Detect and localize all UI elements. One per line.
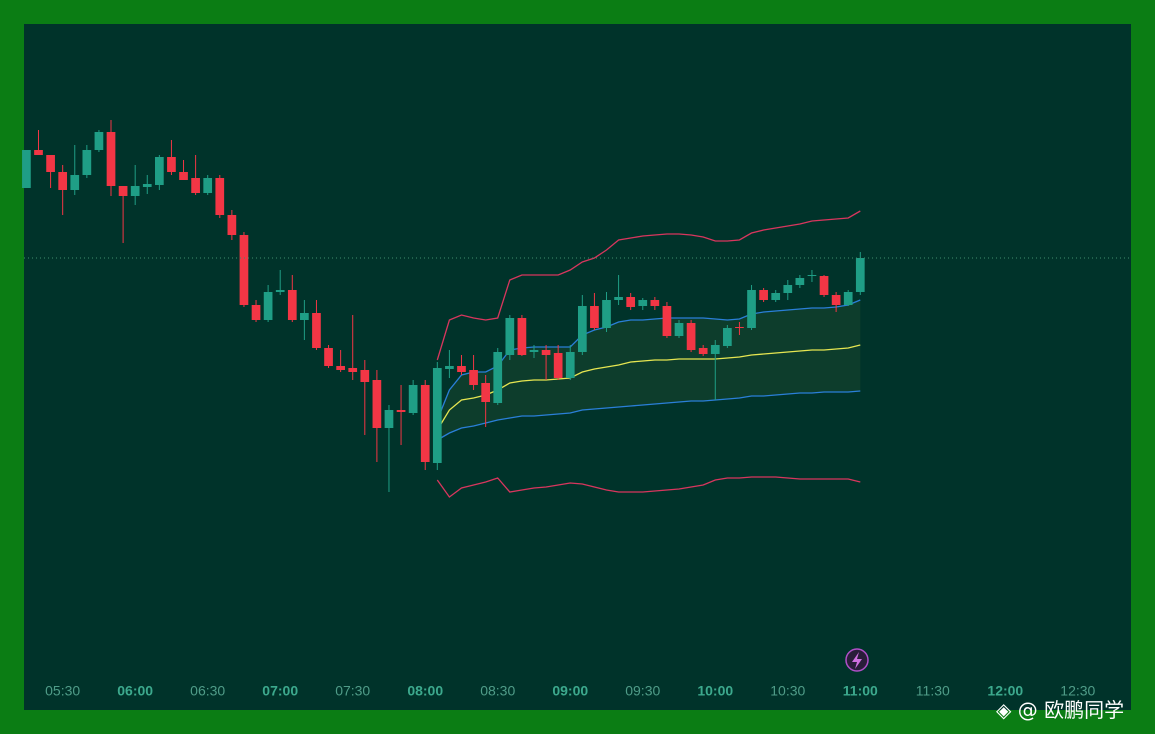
indicator-line [436,390,861,441]
indicator-line [436,210,861,361]
candle-body [614,297,623,300]
candle-body [384,410,394,428]
candle-body [481,383,491,402]
candle-body [324,348,333,366]
candle-body [843,292,853,305]
candle-body [263,292,273,320]
candle-body [698,348,708,354]
candle-body [553,353,563,378]
candle-body [106,132,116,186]
candle-body [831,295,841,305]
candle-body [408,385,418,413]
watermark-text: @ 欧鹏同学 [1017,698,1125,722]
candle-body [807,275,817,276]
candle-body [735,327,744,328]
x-tick-label: 12:00 [987,683,1023,699]
candle-body [300,313,309,320]
candle-body [662,306,672,336]
candle-body [626,297,636,307]
candle-body [287,290,297,320]
candle-body [650,300,660,306]
candle-body [312,313,321,348]
candle-body [747,290,756,328]
candle-body [336,366,345,370]
candle-body [227,215,237,235]
indicator-line [436,476,861,498]
candle-body [275,290,285,292]
candle-body [215,178,225,215]
candle-body [469,370,478,385]
candle-body [239,235,249,305]
x-tick-label: 06:30 [190,683,225,699]
candle-body [348,368,358,372]
candle-body [529,350,539,352]
candle-body [360,370,370,382]
candle-body [493,352,503,403]
x-tick-label: 10:00 [697,683,733,699]
candle-body [710,345,720,354]
candle-body [771,293,781,300]
alert-icon[interactable] [845,648,869,672]
x-tick-label: 09:00 [552,683,588,699]
candle-body [674,323,684,336]
candle-body [445,366,454,369]
x-tick-label: 07:00 [262,683,298,699]
candle-body [795,278,805,285]
candle-body [179,172,188,180]
x-tick-label: 05:30 [45,683,80,699]
candle-body [590,306,599,328]
candle-body [155,157,164,185]
x-tick-label: 09:30 [625,683,660,699]
candle-body [723,328,732,346]
alert-bolt[interactable] [852,652,862,669]
x-tick-label: 11:00 [843,683,878,699]
candle-body [118,186,128,196]
candle-body [602,300,611,328]
candle-body [70,175,80,190]
candle-body [505,318,515,355]
candle-body [58,172,68,190]
x-tick-label: 07:30 [335,683,370,699]
candle-body [372,380,382,428]
x-tick-label: 08:30 [480,683,515,699]
candle-body [638,300,648,306]
band-fill [437,300,861,440]
candle-body [541,350,551,355]
candle-body [82,150,92,175]
candle-body [457,366,466,372]
candle-body [34,150,43,155]
x-tick-label: 12:30 [1060,683,1095,699]
candle-body [130,186,140,196]
candle-body [167,157,176,172]
candle-body [46,155,55,172]
indicator-line [436,344,861,431]
x-tick-label: 08:00 [407,683,443,699]
candle-body [203,178,213,193]
candle-body [759,290,768,300]
candle-body [22,150,31,188]
candle-body [819,276,829,295]
candle-body [783,285,793,293]
candle-body [191,178,200,193]
candle-body [94,132,104,150]
x-tick-label: 11:30 [916,683,950,699]
candle-body [396,410,406,412]
candle-body [251,305,261,320]
candle-body [577,306,587,352]
x-tick-label: 10:30 [770,683,805,699]
candle-body [142,184,152,187]
candle-body [420,385,430,462]
candle-body [855,258,865,292]
candle-body [517,318,527,355]
watermark: ◈ @ 欧鹏同学 [996,698,1125,722]
candle-body [432,368,442,463]
candle-body [686,323,696,350]
candle-body [565,352,575,378]
x-tick-label: 06:00 [117,683,153,699]
